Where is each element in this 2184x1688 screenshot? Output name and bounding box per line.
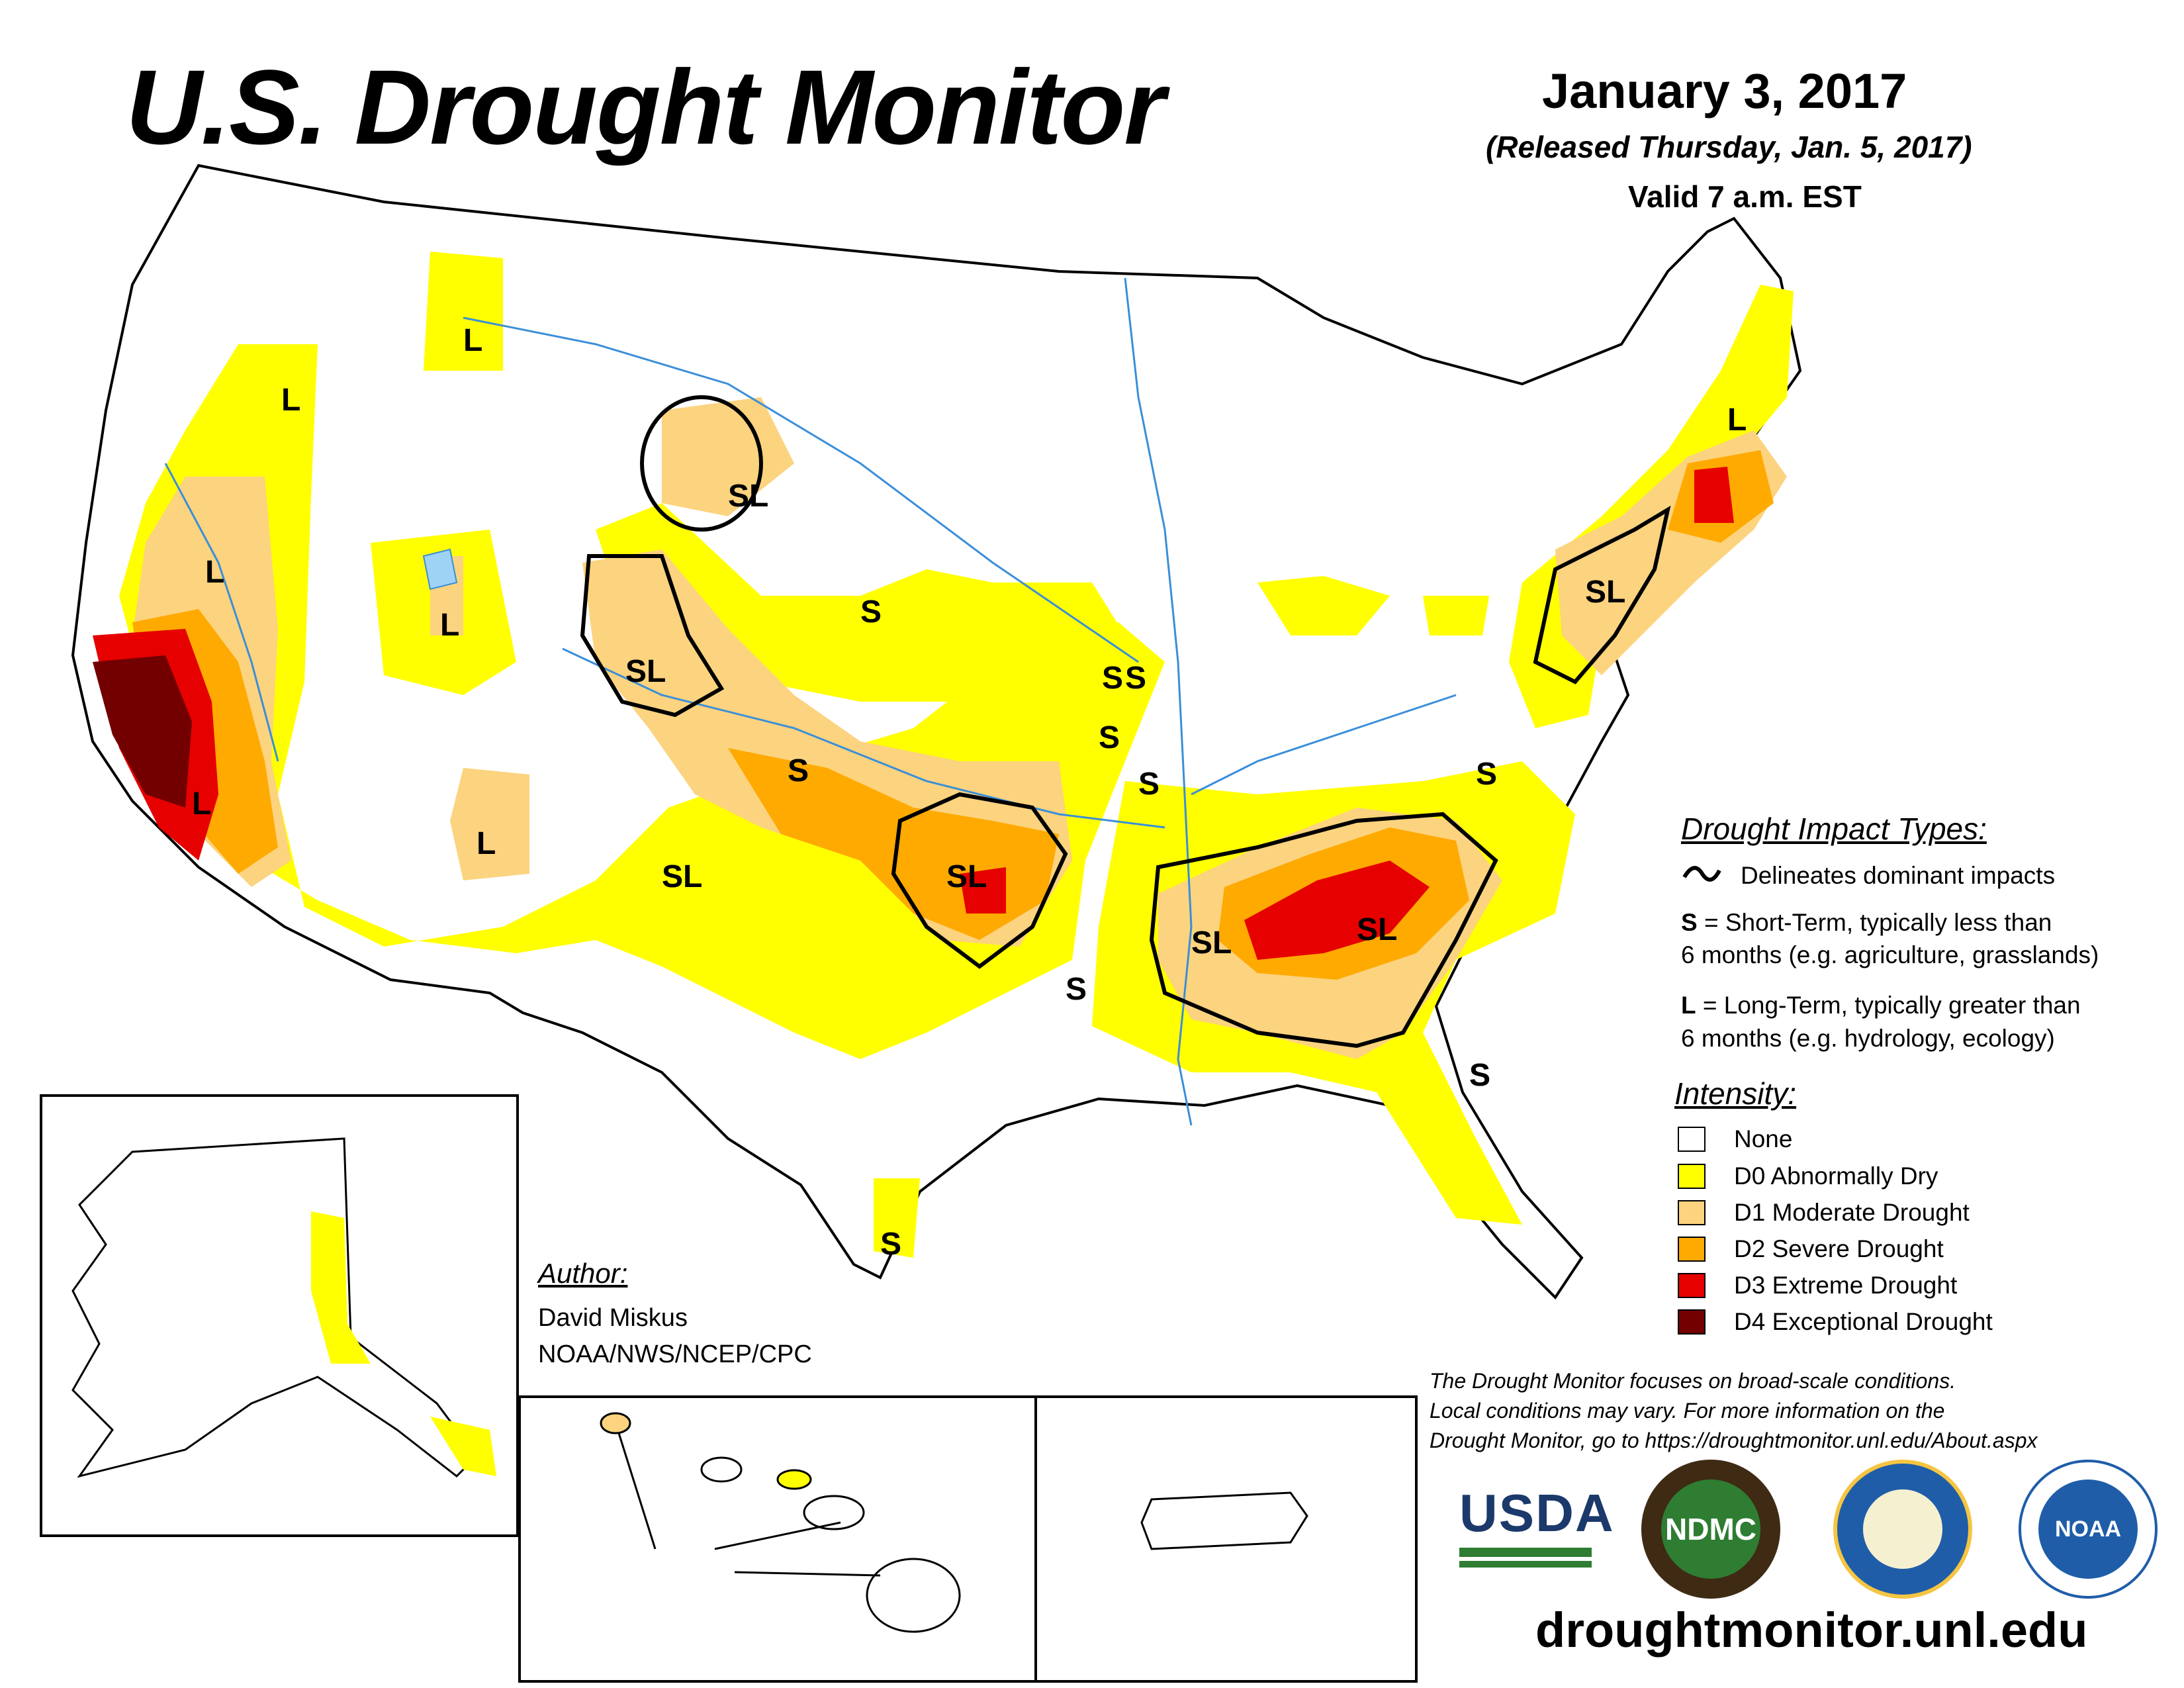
long-term-key: L [1681, 992, 1696, 1019]
legend-none: None [1734, 1125, 1793, 1152]
note-line-2: Local conditions may vary. For more info… [1430, 1399, 1945, 1423]
website-url[interactable]: droughtmonitor.unl.edu [1535, 1603, 2088, 1658]
map-label: S [788, 753, 809, 788]
map-label: SL [728, 479, 768, 514]
map-label: S [1066, 972, 1087, 1007]
map-label: L [440, 608, 459, 643]
map-label: L [205, 555, 224, 590]
swatch-d1 [1678, 1200, 1706, 1225]
swatch-d4 [1678, 1309, 1706, 1335]
noaa-logo: NOAA [2019, 1460, 2158, 1599]
hawaii-inset-frame [518, 1395, 1037, 1683]
swatch-d3 [1678, 1273, 1706, 1298]
puerto-rico-outline [1140, 1491, 1308, 1550]
doc-seal-logo [1833, 1460, 1972, 1599]
long-term-desc: = Long-Term, typically greater than [1696, 992, 2081, 1019]
usda-logo-text: USDA [1459, 1483, 1615, 1542]
legend-d2: D2 Severe Drought [1734, 1235, 1944, 1262]
map-label: L [1727, 402, 1747, 438]
great-salt-lake [422, 548, 458, 590]
usda-logo: USDA [1459, 1483, 1615, 1575]
map-label: L [477, 826, 496, 861]
legend-d1: D1 Moderate Drought [1734, 1199, 1970, 1226]
map-label: SL [946, 859, 987, 894]
note-line-1: The Drought Monitor focuses on broad-sca… [1430, 1369, 1956, 1393]
map-label: L [281, 383, 300, 418]
ndmc-logo-text: NDMC [1661, 1479, 1760, 1579]
d4-areas [93, 655, 192, 808]
note-line-3: Drought Monitor, go to https://droughtmo… [1430, 1429, 2038, 1452]
alaska-d0 [311, 1211, 371, 1364]
swatch-none [1678, 1127, 1706, 1152]
impact-legend-delineates: Delineates dominant impacts [1741, 862, 2056, 889]
hawaii-island [866, 1558, 961, 1633]
short-term-desc: = Short-Term, typically less than [1697, 909, 2052, 936]
impact-outlines [580, 395, 1671, 1049]
rivers [164, 277, 1457, 1126]
impact-legend-long-term: L = Long-Term, typically greater than [1681, 992, 2081, 1019]
map-label: S [1099, 720, 1120, 755]
short-term-desc-2: 6 months (e.g. agriculture, grasslands) [1681, 941, 2099, 968]
impact-labels: L L L L L L L SL SL SL SL SL SL SL S S S… [192, 323, 1747, 1586]
map-label: SL [625, 654, 666, 689]
swatch-d2 [1678, 1237, 1706, 1262]
impact-legend-title: Drought Impact Types: [1681, 812, 1987, 846]
map-label: S [1469, 1058, 1490, 1093]
ndmc-logo: NDMC [1641, 1460, 1780, 1599]
map-label: SL [662, 859, 702, 894]
impact-outline-sample [1682, 866, 1721, 882]
alaska-outline [71, 1137, 478, 1478]
map-label: S [860, 594, 882, 630]
page-title: U.S. Drought Monitor [126, 48, 1165, 166]
map-label: S [1125, 661, 1146, 696]
author-name: David Miskus [538, 1304, 688, 1332]
map-label: L [192, 786, 211, 821]
swatch-d0 [1678, 1164, 1706, 1189]
release-date: (Released Thursday, Jan. 5, 2017) [1486, 130, 1972, 164]
map-label: S [1138, 767, 1160, 802]
author-title: Author: [538, 1258, 628, 1289]
noaa-logo-text: NOAA [2038, 1479, 2138, 1579]
map-label: L [463, 323, 482, 358]
valid-time: Valid 7 a.m. EST [1628, 179, 1862, 214]
map-label: S [662, 859, 683, 894]
map-label: SL [1191, 925, 1232, 961]
intensity-legend-title: Intensity: [1674, 1076, 1797, 1111]
map-label: S [880, 1227, 901, 1262]
long-term-desc-2: 6 months (e.g. hydrology, ecology) [1681, 1025, 2055, 1052]
legend-d3: D3 Extreme Drought [1734, 1272, 1958, 1299]
map-date: January 3, 2017 [1542, 64, 1907, 118]
impact-legend-short-term: S = Short-Term, typically less than [1681, 909, 2052, 937]
short-term-key: S [1681, 909, 1698, 936]
map-label: S [1476, 757, 1497, 792]
author-org: NOAA/NWS/NCEP/CPC [538, 1340, 812, 1368]
map-label: S [788, 753, 809, 788]
map-label: S [1469, 1058, 1490, 1093]
map-label: S [1102, 661, 1123, 696]
legend-d4: D4 Exceptional Drought [1734, 1308, 1993, 1335]
legend-d0: D0 Abnormally Dry [1734, 1162, 1938, 1190]
map-label: SL [1357, 912, 1397, 947]
map-label: SL [1585, 575, 1625, 610]
